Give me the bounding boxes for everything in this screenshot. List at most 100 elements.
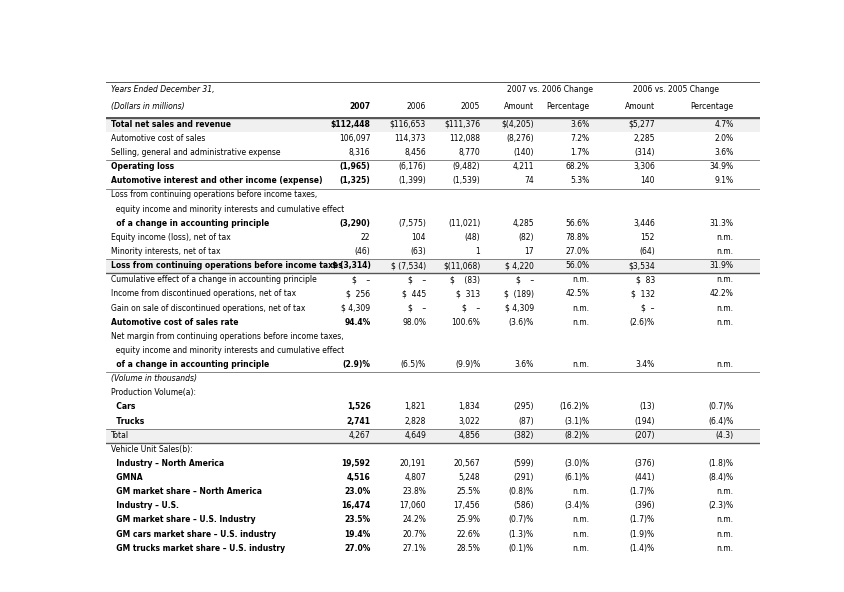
Text: $  83: $ 83 <box>636 275 655 284</box>
Text: $  256: $ 256 <box>346 289 371 298</box>
Text: (6.5)%: (6.5)% <box>401 360 426 369</box>
Text: 1.7%: 1.7% <box>571 148 589 157</box>
Text: 3,022: 3,022 <box>458 417 480 426</box>
Text: $  (189): $ (189) <box>504 289 534 298</box>
Bar <box>106 259 760 274</box>
Text: Minority interests, net of tax: Minority interests, net of tax <box>111 247 220 256</box>
Text: n.m.: n.m. <box>572 304 589 313</box>
Text: 8,316: 8,316 <box>349 148 371 157</box>
Text: (207): (207) <box>635 431 655 440</box>
Text: 2,828: 2,828 <box>404 417 426 426</box>
Text: $111,376: $111,376 <box>444 120 480 129</box>
Text: 20,567: 20,567 <box>454 459 480 468</box>
Text: (1,325): (1,325) <box>339 176 371 185</box>
Text: Vehicle Unit Sales(b):: Vehicle Unit Sales(b): <box>111 445 192 454</box>
Text: 27.1%: 27.1% <box>402 543 426 553</box>
Text: (1.9)%: (1.9)% <box>630 530 655 539</box>
Text: 104: 104 <box>412 233 426 242</box>
Text: $ 4,309: $ 4,309 <box>341 304 371 313</box>
Text: Gain on sale of discontinued operations, net of tax: Gain on sale of discontinued operations,… <box>111 304 306 313</box>
Text: GMNA: GMNA <box>111 473 143 482</box>
Text: 3.6%: 3.6% <box>714 148 733 157</box>
Text: $ 4,220: $ 4,220 <box>505 261 534 270</box>
Text: Percentage: Percentage <box>690 102 733 111</box>
Text: Industry – U.S.: Industry – U.S. <box>111 501 179 510</box>
Text: (599): (599) <box>513 459 534 468</box>
Text: Loss from continuing operations before income taxes,: Loss from continuing operations before i… <box>111 191 317 200</box>
Text: 23.8%: 23.8% <box>402 487 426 496</box>
Text: 2,741: 2,741 <box>346 417 371 426</box>
Text: Net margin from continuing operations before income taxes,: Net margin from continuing operations be… <box>111 332 344 341</box>
Text: 140: 140 <box>641 176 655 185</box>
Text: Total: Total <box>111 431 129 440</box>
Text: $    –: $ – <box>352 275 371 284</box>
Text: 16,474: 16,474 <box>341 501 371 510</box>
Text: 23.5%: 23.5% <box>344 516 371 525</box>
Text: (3,290): (3,290) <box>339 218 371 228</box>
Text: 3.6%: 3.6% <box>571 120 589 129</box>
Text: Percentage: Percentage <box>546 102 589 111</box>
Text: 4,649: 4,649 <box>404 431 426 440</box>
Text: equity income and minority interests and cumulative effect: equity income and minority interests and… <box>111 346 344 355</box>
Text: Years Ended December 31,: Years Ended December 31, <box>111 85 214 94</box>
Text: Production Volume(a):: Production Volume(a): <box>111 388 196 397</box>
Text: 4,856: 4,856 <box>458 431 480 440</box>
Text: 2007: 2007 <box>349 102 371 111</box>
Text: 8,770: 8,770 <box>458 148 480 157</box>
Text: 34.9%: 34.9% <box>709 162 733 171</box>
Text: (314): (314) <box>635 148 655 157</box>
Text: (63): (63) <box>410 247 426 256</box>
Text: (3.1)%: (3.1)% <box>565 417 589 426</box>
Text: 31.3%: 31.3% <box>710 218 733 228</box>
Text: 5.3%: 5.3% <box>571 176 589 185</box>
Text: (8.4)%: (8.4)% <box>708 473 733 482</box>
Text: $    –: $ – <box>516 275 534 284</box>
Text: (7,575): (7,575) <box>398 218 426 228</box>
Text: (1.4)%: (1.4)% <box>630 543 655 553</box>
Text: 8,456: 8,456 <box>404 148 426 157</box>
Text: (586): (586) <box>513 501 534 510</box>
Text: (13): (13) <box>639 403 655 411</box>
Text: n.m.: n.m. <box>717 487 733 496</box>
Text: 2005: 2005 <box>461 102 480 111</box>
Text: 1: 1 <box>475 247 480 256</box>
Text: 23.0%: 23.0% <box>344 487 371 496</box>
Text: 31.9%: 31.9% <box>710 261 733 270</box>
Text: n.m.: n.m. <box>717 233 733 242</box>
Text: 1,526: 1,526 <box>347 403 371 411</box>
Text: 78.8%: 78.8% <box>565 233 589 242</box>
Text: (9.9)%: (9.9)% <box>455 360 480 369</box>
Text: 2.0%: 2.0% <box>714 134 733 143</box>
Text: (1,399): (1,399) <box>398 176 426 185</box>
Text: GM trucks market share – U.S. industry: GM trucks market share – U.S. industry <box>111 543 285 553</box>
Text: 68.2%: 68.2% <box>565 162 589 171</box>
Text: 56.6%: 56.6% <box>565 218 589 228</box>
Text: (1.7)%: (1.7)% <box>630 516 655 525</box>
Text: (2.3)%: (2.3)% <box>708 501 733 510</box>
Text: (382): (382) <box>513 431 534 440</box>
Text: (0.7)%: (0.7)% <box>708 403 733 411</box>
Text: 24.2%: 24.2% <box>402 516 426 525</box>
Text: Industry – North America: Industry – North America <box>111 459 224 468</box>
Text: (1.3)%: (1.3)% <box>509 530 534 539</box>
Text: 22.6%: 22.6% <box>457 530 480 539</box>
Text: 4.7%: 4.7% <box>714 120 733 129</box>
Text: 7.2%: 7.2% <box>571 134 589 143</box>
Text: Cars: Cars <box>111 403 135 411</box>
Text: $  313: $ 313 <box>456 289 480 298</box>
Text: $    (83): $ (83) <box>451 275 480 284</box>
Text: n.m.: n.m. <box>572 543 589 553</box>
Text: 1,821: 1,821 <box>404 403 426 411</box>
Text: 3,446: 3,446 <box>633 218 655 228</box>
Text: 98.0%: 98.0% <box>402 318 426 327</box>
Text: (0.8)%: (0.8)% <box>509 487 534 496</box>
Text: 2006: 2006 <box>407 102 426 111</box>
Text: of a change in accounting principle: of a change in accounting principle <box>111 360 269 369</box>
Text: 42.5%: 42.5% <box>565 289 589 298</box>
Text: 20.7%: 20.7% <box>402 530 426 539</box>
Text: (16.2)%: (16.2)% <box>560 403 589 411</box>
Text: Cumulative effect of a change in accounting principle: Cumulative effect of a change in account… <box>111 275 316 284</box>
Text: (0.7)%: (0.7)% <box>509 516 534 525</box>
Text: (0.1)%: (0.1)% <box>509 543 534 553</box>
Text: (140): (140) <box>513 148 534 157</box>
